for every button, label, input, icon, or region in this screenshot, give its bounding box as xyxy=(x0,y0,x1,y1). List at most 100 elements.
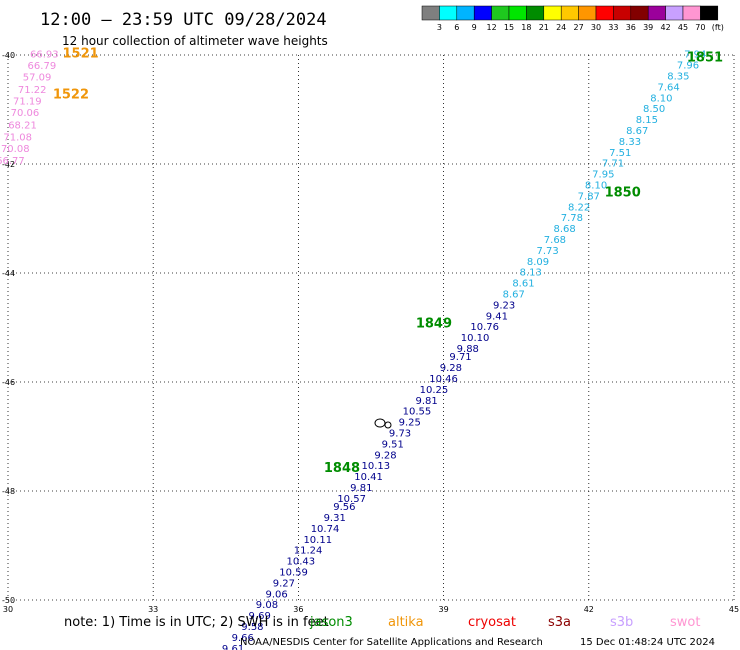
wave-height-value: 9.66 xyxy=(232,633,254,644)
wave-height-value: 10.74 xyxy=(311,524,340,535)
wave-height-value: 66.79 xyxy=(28,61,57,72)
legend-label: 42 xyxy=(661,23,671,32)
legend-swatch xyxy=(421,5,440,21)
wave-height-value: 7.64 xyxy=(658,82,680,93)
legend-swatch xyxy=(560,5,579,21)
wave-height-value: 8.15 xyxy=(636,115,658,126)
color-scale-legend: 3 6 9 12 15 18 21 24 27 30 33 36 39 42 45 70 (ft) xyxy=(421,5,724,32)
pass-number-label: 1850 xyxy=(605,186,641,201)
legend-label: 15 xyxy=(504,23,514,32)
legend-label: 6 xyxy=(454,23,459,32)
graticule xyxy=(7,54,735,601)
legend-unit: (ft) xyxy=(712,23,724,32)
legend-label: 27 xyxy=(574,23,584,32)
legend-swatch xyxy=(700,5,719,21)
wave-height-value: 10.46 xyxy=(429,374,458,385)
wave-height-value: 10.76 xyxy=(470,322,499,333)
wave-height-value: 9.41 xyxy=(486,311,508,322)
lat-tick-label: -40 xyxy=(2,51,15,60)
footer-note: note: 1) Time is in UTC; 2) SWH is in fe… xyxy=(64,615,329,630)
wave-height-value: 8.35 xyxy=(667,72,689,83)
wave-height-value: 10.43 xyxy=(286,557,315,568)
wave-height-value: 10.55 xyxy=(403,407,432,418)
legend-label: 21 xyxy=(539,23,549,32)
wave-height-value: 70.08 xyxy=(1,144,30,155)
wave-height-value: 9.23 xyxy=(493,300,515,311)
wave-height-value: 9.06 xyxy=(265,589,287,600)
wave-height-value: 9.28 xyxy=(374,450,396,461)
wave-height-value: 9.69 xyxy=(249,611,271,622)
satellite-name: s3a xyxy=(548,615,571,630)
wave-height-value: 71.08 xyxy=(3,133,32,144)
legend-label: 3 xyxy=(437,23,442,32)
wave-height-value: 9.56 xyxy=(333,502,355,513)
pass-number-label: 1521 xyxy=(63,47,99,62)
legend-swatch xyxy=(578,5,597,21)
legend-swatch xyxy=(439,5,458,21)
wave-height-value: 66.93 xyxy=(30,50,59,61)
wave-height-value: 9.31 xyxy=(324,513,346,524)
wave-height-value: 9.58 xyxy=(241,622,263,633)
legend-label: 12 xyxy=(487,23,497,32)
lat-tick-label: -48 xyxy=(2,487,15,496)
wave-height-value: 68.21 xyxy=(8,121,37,132)
wave-height-value: 9.81 xyxy=(350,483,372,494)
wave-height-value: 8.67 xyxy=(503,290,525,301)
wave-height-value: 7.73 xyxy=(537,246,559,257)
wave-height-value: 10.41 xyxy=(354,472,383,483)
wave-height-value: 8.10 xyxy=(585,181,607,192)
wave-height-value: 7.71 xyxy=(602,159,624,170)
wave-height-value: 10.10 xyxy=(461,333,490,344)
lon-tick-label: 33 xyxy=(148,605,158,614)
wave-height-value: 71.19 xyxy=(13,97,42,108)
lon-tick-label: 45 xyxy=(729,605,739,614)
legend-label: 36 xyxy=(626,23,636,32)
wave-height-value: 9.51 xyxy=(382,439,404,450)
wave-height-value: 71.22 xyxy=(18,85,47,96)
legend-label: 18 xyxy=(521,23,531,32)
pass-number-label: 1849 xyxy=(416,317,452,332)
pass-number-label: 1848 xyxy=(324,461,360,476)
lat-tick-label: -44 xyxy=(2,269,15,278)
wave-height-value: 11.24 xyxy=(294,546,323,557)
wave-height-value: 10.13 xyxy=(362,461,391,472)
timestamp: 15 Dec 01:48:24 UTC 2024 xyxy=(580,637,715,648)
pass-number-label: 1851 xyxy=(687,51,723,66)
legend-label: 24 xyxy=(556,23,566,32)
wave-height-value: 70.06 xyxy=(11,108,40,119)
satellite-name: cryosat xyxy=(468,615,516,630)
wave-height-value: 9.28 xyxy=(440,363,462,374)
satellite-legend: jason3 altika cryosat s3a s3b swot xyxy=(309,615,700,630)
satellite-name: altika xyxy=(388,615,424,630)
lat-tick-label: -50 xyxy=(2,596,15,605)
legend-swatch xyxy=(526,5,545,21)
wave-height-value: 9.71 xyxy=(449,352,471,363)
island-outline xyxy=(374,418,392,429)
satellite-name: s3b xyxy=(610,615,633,630)
wave-height-value: 10.25 xyxy=(420,385,449,396)
wave-height-value: 8.67 xyxy=(626,126,648,137)
wave-height-value: 9.25 xyxy=(399,418,421,429)
wave-height-value: 9.27 xyxy=(273,578,295,589)
wave-height-value: 7.87 xyxy=(578,191,600,202)
pass-number-label: 1522 xyxy=(53,88,89,103)
legend-swatch xyxy=(508,5,527,21)
page-subtitle: 12 hour collection of altimeter wave hei… xyxy=(62,34,328,48)
wave-height-value: 8.33 xyxy=(619,137,641,148)
page-title: 12:00 – 23:59 UTC 09/28/2024 xyxy=(40,10,327,30)
axis-tick-labels: 30 33 36 39 42 45 -40 -42 -44 -46 -48 -50 xyxy=(2,51,739,614)
wave-height-value: 7.96 xyxy=(677,61,699,72)
wave-height-value: 7.95 xyxy=(592,170,614,181)
legend-swatch xyxy=(595,5,614,21)
wave-height-value: 7.94 xyxy=(684,50,706,61)
legend-label: 45 xyxy=(678,23,688,32)
wave-height-value: 9.08 xyxy=(256,600,278,611)
wave-height-value: 7.68 xyxy=(544,235,566,246)
wave-height-value: 8.68 xyxy=(553,224,575,235)
wave-height-value: 10.57 xyxy=(337,494,366,505)
legend-swatch xyxy=(613,5,632,21)
legend-swatch xyxy=(456,5,475,21)
legend-swatch xyxy=(647,5,666,21)
